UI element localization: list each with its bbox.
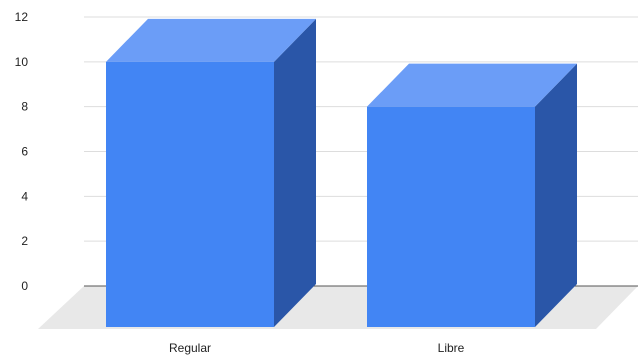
y-tick-label: 8 (21, 100, 28, 114)
y-tick-label: 0 (21, 279, 28, 293)
bar-front (106, 61, 274, 327)
x-category-label: Regular (169, 341, 211, 355)
bar-side (274, 18, 316, 327)
y-tick-label: 4 (21, 189, 28, 203)
bars (106, 18, 577, 328)
bar-side (535, 63, 577, 328)
bar-regular (106, 18, 316, 327)
bar-top (367, 63, 577, 107)
x-category-label: Libre (438, 341, 465, 355)
y-axis-tick-labels: 0 2 4 6 8 10 12 (15, 10, 29, 293)
bar-libre (367, 63, 577, 328)
x-axis-category-labels: Regular Libre (169, 341, 465, 355)
bar-front (367, 106, 535, 328)
y-tick-label: 2 (21, 234, 28, 248)
y-tick-label: 6 (21, 145, 28, 159)
y-tick-label: 12 (15, 10, 29, 24)
y-tick-label: 10 (15, 55, 29, 69)
bar-top (106, 18, 316, 62)
